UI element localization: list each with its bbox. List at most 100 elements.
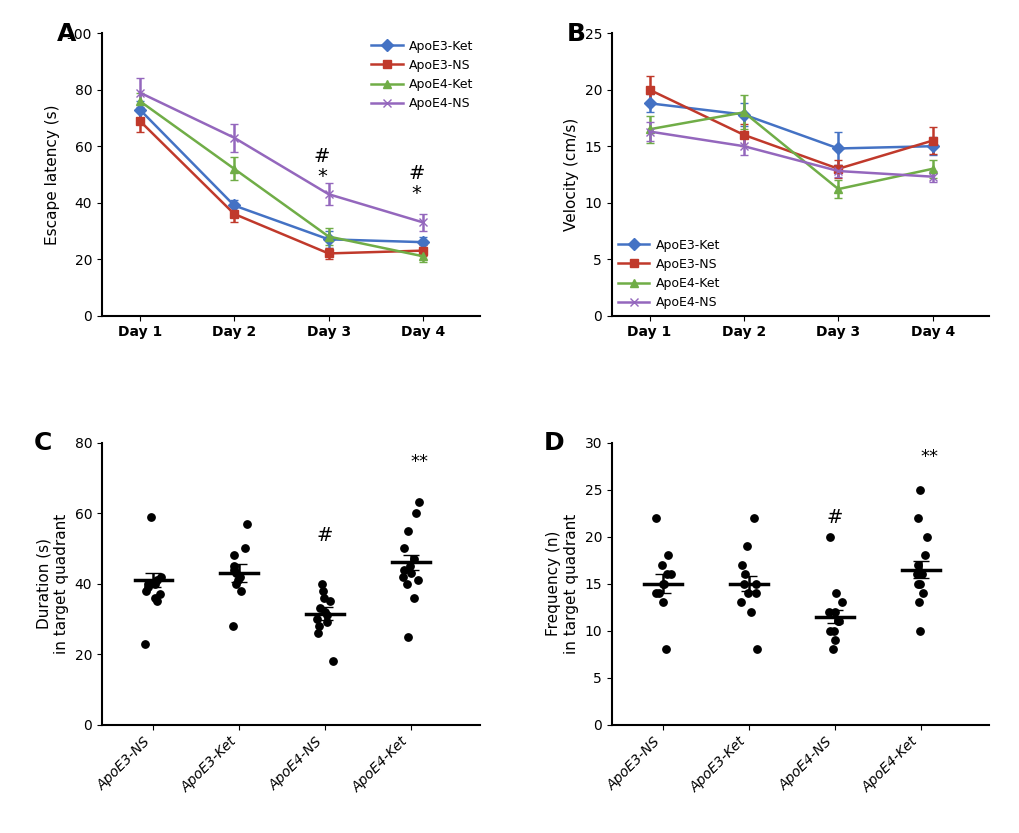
Point [401, 559, 418, 572]
Point [395, 541, 412, 555]
Point [732, 596, 748, 609]
Point [650, 586, 666, 600]
Point [403, 566, 419, 580]
Point [911, 577, 927, 591]
Point [149, 595, 165, 608]
Point [236, 541, 253, 555]
Point [826, 586, 843, 600]
Point [143, 510, 159, 523]
Text: #: # [408, 164, 424, 183]
Point [408, 506, 424, 520]
Point [655, 577, 672, 591]
Point [819, 605, 836, 618]
Point [733, 558, 749, 571]
Point [747, 577, 763, 591]
Text: *: * [411, 183, 421, 202]
Point [911, 624, 927, 637]
Point [315, 584, 331, 597]
Text: C: C [34, 431, 52, 455]
Point [399, 524, 416, 537]
Text: *: * [317, 167, 326, 186]
Text: A: A [57, 22, 76, 46]
Legend: ApoE3-Ket, ApoE3-NS, ApoE4-Ket, ApoE4-NS: ApoE3-Ket, ApoE3-NS, ApoE4-Ket, ApoE4-NS [371, 40, 473, 110]
Point [406, 552, 422, 566]
Point [233, 584, 250, 597]
Point [226, 549, 243, 562]
Point [147, 591, 163, 605]
Point [833, 596, 849, 609]
Text: #: # [317, 526, 333, 545]
Point [406, 591, 422, 605]
Point [312, 601, 328, 615]
Point [231, 570, 248, 583]
Point [825, 624, 842, 637]
Point [152, 587, 168, 601]
Point [311, 619, 327, 632]
Legend: ApoE3-Ket, ApoE3-NS, ApoE4-Ket, ApoE4-NS: ApoE3-Ket, ApoE3-NS, ApoE4-Ket, ApoE4-NS [618, 238, 719, 309]
Point [225, 619, 242, 632]
Y-axis label: Velocity (cm/s): Velocity (cm/s) [564, 117, 579, 231]
Point [911, 483, 927, 496]
Point [746, 511, 762, 525]
Point [227, 566, 244, 580]
Point [748, 586, 764, 600]
Point [825, 633, 842, 646]
Y-axis label: Frequency (n)
in target quadrant: Frequency (n) in target quadrant [546, 513, 579, 654]
Point [826, 605, 843, 618]
Point [411, 496, 427, 509]
Point [909, 577, 925, 591]
Point [399, 630, 416, 643]
Point [738, 539, 754, 552]
Point [137, 637, 153, 651]
Point [229, 573, 246, 586]
Point [410, 573, 426, 586]
Text: #: # [314, 147, 330, 166]
Point [659, 549, 676, 562]
Point [916, 549, 932, 562]
Point [908, 567, 924, 581]
Point [737, 567, 753, 581]
Point [736, 577, 752, 591]
Point [317, 605, 333, 618]
Point [821, 530, 838, 543]
Y-axis label: Escape latency (s): Escape latency (s) [45, 104, 60, 245]
Point [658, 567, 675, 581]
Text: #: # [826, 508, 843, 527]
Point [914, 586, 930, 600]
Point [153, 570, 169, 583]
Point [309, 612, 325, 626]
Point [654, 577, 671, 591]
Point [740, 586, 756, 600]
Point [647, 511, 663, 525]
Point [149, 573, 165, 586]
Point [319, 616, 335, 629]
Point [748, 643, 764, 656]
Y-axis label: Duration (s)
in target quadrant: Duration (s) in target quadrant [37, 513, 69, 654]
Point [239, 517, 256, 531]
Point [823, 643, 840, 656]
Text: **: ** [410, 452, 428, 471]
Point [657, 643, 674, 656]
Point [309, 626, 325, 640]
Point [828, 615, 845, 628]
Text: B: B [566, 22, 585, 46]
Text: D: D [543, 431, 564, 455]
Point [316, 591, 332, 605]
Point [140, 577, 156, 591]
Point [140, 581, 156, 594]
Point [909, 558, 925, 571]
Point [225, 563, 242, 576]
Point [821, 624, 838, 637]
Point [742, 605, 758, 618]
Point [910, 596, 926, 609]
Point [324, 655, 340, 668]
Point [322, 595, 338, 608]
Text: **: ** [919, 448, 937, 466]
Point [653, 558, 669, 571]
Point [225, 559, 242, 572]
Point [318, 609, 334, 622]
Point [313, 577, 329, 591]
Point [654, 596, 671, 609]
Point [138, 584, 154, 597]
Point [147, 577, 163, 591]
